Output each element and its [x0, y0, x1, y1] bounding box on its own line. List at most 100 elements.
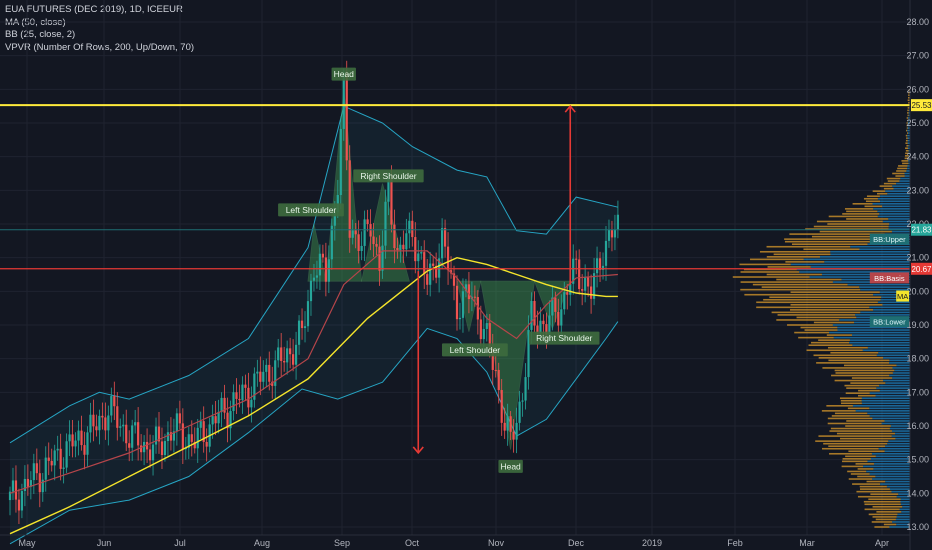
target-arrows[interactable]: [412, 104, 576, 455]
vpvr-bar-up: [900, 500, 910, 503]
vpvr-bar-down: [823, 442, 888, 445]
candle-body: [393, 224, 396, 249]
candle-body: [265, 364, 268, 372]
vpvr-bar-up: [907, 127, 910, 129]
candle-body: [515, 422, 518, 440]
y-tick-label: 18.00: [906, 354, 929, 364]
candle-body: [77, 430, 80, 441]
candle-body: [482, 328, 485, 340]
candle-body: [214, 416, 217, 424]
candle-body: [294, 344, 298, 365]
candle-body: [160, 441, 164, 456]
vpvr-bar-up: [908, 114, 910, 117]
legend-symbol[interactable]: EUA FUTURES (DEC 2019), 1D, ICEEUR: [5, 4, 183, 15]
candle-body: [178, 413, 181, 424]
vpvr-bar-down: [866, 480, 886, 483]
vpvr-bar-up: [861, 402, 910, 405]
candle-body: [473, 296, 476, 298]
vpvr-bar-down: [767, 266, 811, 268]
vpvr-bar-down: [883, 523, 897, 526]
vpvr-bar-down: [898, 165, 908, 167]
vpvr-bar-up: [892, 372, 910, 374]
vpvr-bar-up: [869, 306, 910, 309]
vpvr-bar-up: [886, 485, 910, 488]
vpvr-bar-up: [892, 185, 910, 187]
vpvr-bar-up: [877, 301, 910, 304]
candles: [8, 60, 620, 524]
vpvr-bar-up: [824, 261, 910, 263]
vpvr-bar-up: [830, 250, 910, 253]
legend-bb[interactable]: BB (25, close, 2): [5, 29, 76, 40]
legend-vpvr[interactable]: VPVR (Number Of Rows, 200, Up/Down, 70): [5, 41, 195, 53]
annotation-box: [331, 67, 356, 81]
vpvr-bar-up: [889, 427, 910, 430]
vpvr-bar-up: [884, 420, 910, 422]
vpvr-bar-up: [889, 526, 910, 528]
annotation-box: [278, 203, 344, 217]
candle-body: [399, 244, 402, 250]
vpvr-bar-up: [873, 468, 910, 470]
vpvr-bar-down: [892, 172, 905, 175]
annotation-label: Head: [500, 461, 521, 471]
candle-body: [56, 448, 59, 451]
target-down-arrow-head: [412, 446, 424, 455]
vpvr-bar-up: [875, 475, 910, 478]
candle-body: [306, 301, 310, 327]
candle-body: [584, 277, 587, 291]
candle-body: [423, 252, 426, 275]
vpvr-bar-down: [740, 281, 833, 283]
horizontal-levels[interactable]: [0, 104, 910, 270]
candle-body: [461, 291, 465, 318]
vpvr-bar-down: [791, 243, 868, 245]
vpvr-bar-down: [857, 468, 874, 470]
vpvr-bar-down: [841, 402, 862, 405]
vpvr-bar-up: [879, 195, 910, 198]
annotation-box: [498, 459, 523, 473]
vpvr-bar-down: [744, 293, 874, 296]
y-tick-label: 14.00: [906, 488, 929, 498]
vpvr-bar-down: [831, 415, 870, 417]
vpvr-bar-down: [739, 263, 791, 266]
vpvr-bar-up: [900, 503, 910, 506]
vpvr-bar-down: [905, 152, 909, 155]
candle-body: [438, 258, 441, 278]
vpvr-bar-up: [879, 384, 910, 387]
vpvr-bar-down: [831, 374, 890, 377]
vpvr-bar-up: [885, 382, 910, 384]
vpvr-bar-down: [776, 278, 842, 281]
y-tick-label: 28.00: [906, 17, 929, 27]
candle-body: [11, 480, 15, 492]
vpvr-bar-down: [813, 354, 877, 357]
candle-body: [458, 317, 462, 320]
vpvr-bar-down: [798, 336, 834, 339]
vpvr-bar-up: [803, 258, 910, 261]
vpvr-bar-down: [863, 500, 901, 503]
vpvr-bar-down: [857, 475, 876, 478]
vpvr-bar-down: [906, 117, 909, 119]
candle-body: [479, 319, 482, 340]
candle-body: [360, 245, 363, 251]
vpvr-bar-up: [876, 354, 910, 357]
vpvr-bar-up: [895, 437, 910, 440]
candle-body: [610, 229, 614, 238]
candle-body: [83, 445, 86, 455]
candle-body: [467, 284, 471, 300]
vpvr-bar-down: [842, 213, 880, 215]
vpvr-bar-up: [889, 488, 910, 490]
candle-body: [592, 273, 596, 299]
vpvr-bar-down: [839, 397, 862, 400]
vpvr-bar-up: [907, 124, 910, 127]
vpvr-bar-down: [877, 192, 888, 195]
vpvr-bar-down: [740, 288, 861, 291]
vpvr-bar-down: [874, 526, 890, 528]
vpvr-bar-up: [877, 215, 910, 218]
vpvr-bar-down: [752, 283, 848, 286]
vpvr-bar-up: [908, 162, 910, 165]
vpvr-bar-down: [787, 324, 833, 326]
vpvr-bar-down: [803, 248, 860, 251]
candle-body: [238, 398, 241, 401]
vpvr-bar-down: [766, 256, 820, 258]
candle-body: [289, 348, 292, 355]
